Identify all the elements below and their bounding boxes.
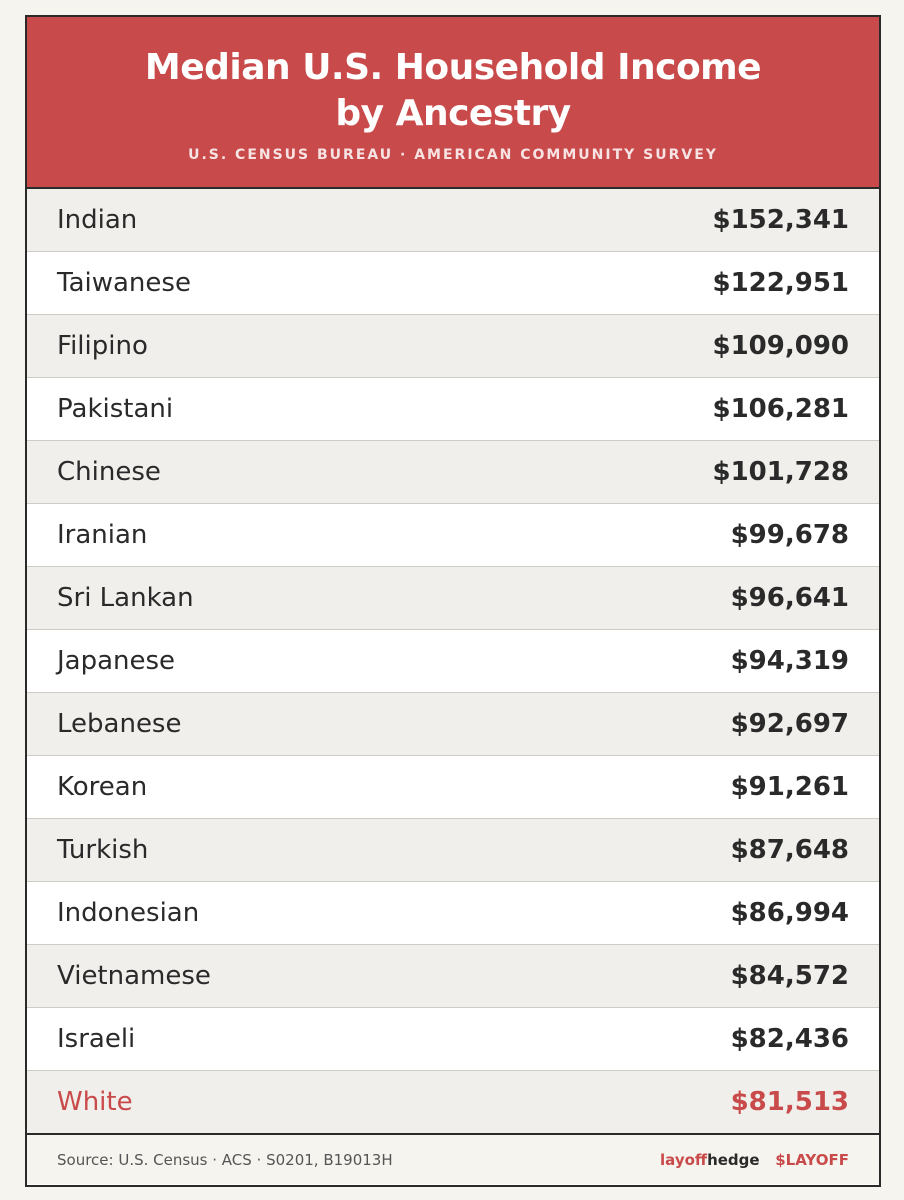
- income: $91,261: [730, 772, 849, 802]
- income: $106,281: [712, 394, 849, 424]
- ancestry: Vietnamese: [57, 961, 211, 991]
- income: $109,090: [712, 331, 849, 361]
- brand-part: layoff: [660, 1150, 708, 1169]
- card: Median U.S. Household Income by Ancestry…: [25, 15, 881, 1187]
- table-row: Indian $152,341: [27, 189, 879, 252]
- table-row: Israeli $82,436: [27, 1008, 879, 1071]
- ancestry: Korean: [57, 772, 148, 802]
- ticker: $LAYOFF: [775, 1150, 849, 1169]
- ancestry: Indonesian: [57, 898, 200, 928]
- table-row: Chinese $101,728: [27, 441, 879, 504]
- table-row: Pakistani $106,281: [27, 378, 879, 441]
- table-row: White $81,513: [27, 1071, 879, 1135]
- income: $99,678: [730, 520, 849, 550]
- table-row: Iranian $99,678: [27, 504, 879, 567]
- ancestry: Pakistani: [57, 394, 174, 424]
- title-line: by Ancestry: [335, 93, 571, 134]
- source: Source: U.S. Census · ACS · S0201, B1901…: [57, 1150, 393, 1169]
- income: $84,572: [730, 961, 849, 991]
- ancestry: White: [57, 1087, 133, 1117]
- table-row: Japanese $94,319: [27, 630, 879, 693]
- income: $86,994: [730, 898, 849, 928]
- income: $152,341: [712, 205, 849, 235]
- table-row: Sri Lankan $96,641: [27, 567, 879, 630]
- ancestry: Filipino: [57, 331, 148, 361]
- income: $101,728: [712, 457, 849, 487]
- income: $87,648: [730, 835, 849, 865]
- ancestry: Israeli: [57, 1024, 136, 1054]
- brand: layoffhedge $LAYOFF: [660, 1151, 849, 1169]
- ancestry: Indian: [57, 205, 138, 235]
- table-row: Indonesian $86,994: [27, 882, 879, 945]
- ancestry: Sri Lankan: [57, 583, 194, 613]
- table-row: Filipino $109,090: [27, 315, 879, 378]
- table-row: Korean $91,261: [27, 756, 879, 819]
- subtitle: U.S. CENSUS BUREAU · AMERICAN COMMUNITY …: [188, 147, 718, 163]
- income: $122,951: [712, 268, 849, 298]
- table-row: Taiwanese $122,951: [27, 252, 879, 315]
- income: $94,319: [730, 646, 849, 676]
- header: Median U.S. Household Income by Ancestry…: [27, 17, 879, 187]
- ancestry: Taiwanese: [57, 268, 191, 298]
- ancestry: Japanese: [57, 646, 176, 676]
- title-line: Median U.S. Household Income: [144, 47, 762, 88]
- ancestry: Turkish: [57, 835, 149, 865]
- brand-part: hedge: [707, 1150, 760, 1169]
- income: $82,436: [730, 1024, 849, 1054]
- income: $96,641: [730, 583, 849, 613]
- income: $81,513: [730, 1087, 849, 1117]
- footer: Source: U.S. Census · ACS · S0201, B1901…: [27, 1135, 879, 1184]
- table-row: Lebanese $92,697: [27, 693, 879, 756]
- ancestry: Lebanese: [57, 709, 182, 739]
- ancestry: Iranian: [57, 520, 148, 550]
- table: Indian $152,341 Taiwanese $122,951 Filipino $…: [27, 187, 879, 1135]
- table-row: Turkish $87,648: [27, 819, 879, 882]
- ancestry: Chinese: [57, 457, 161, 487]
- income: $92,697: [730, 709, 849, 739]
- table-row: Vietnamese $84,572: [27, 945, 879, 1008]
